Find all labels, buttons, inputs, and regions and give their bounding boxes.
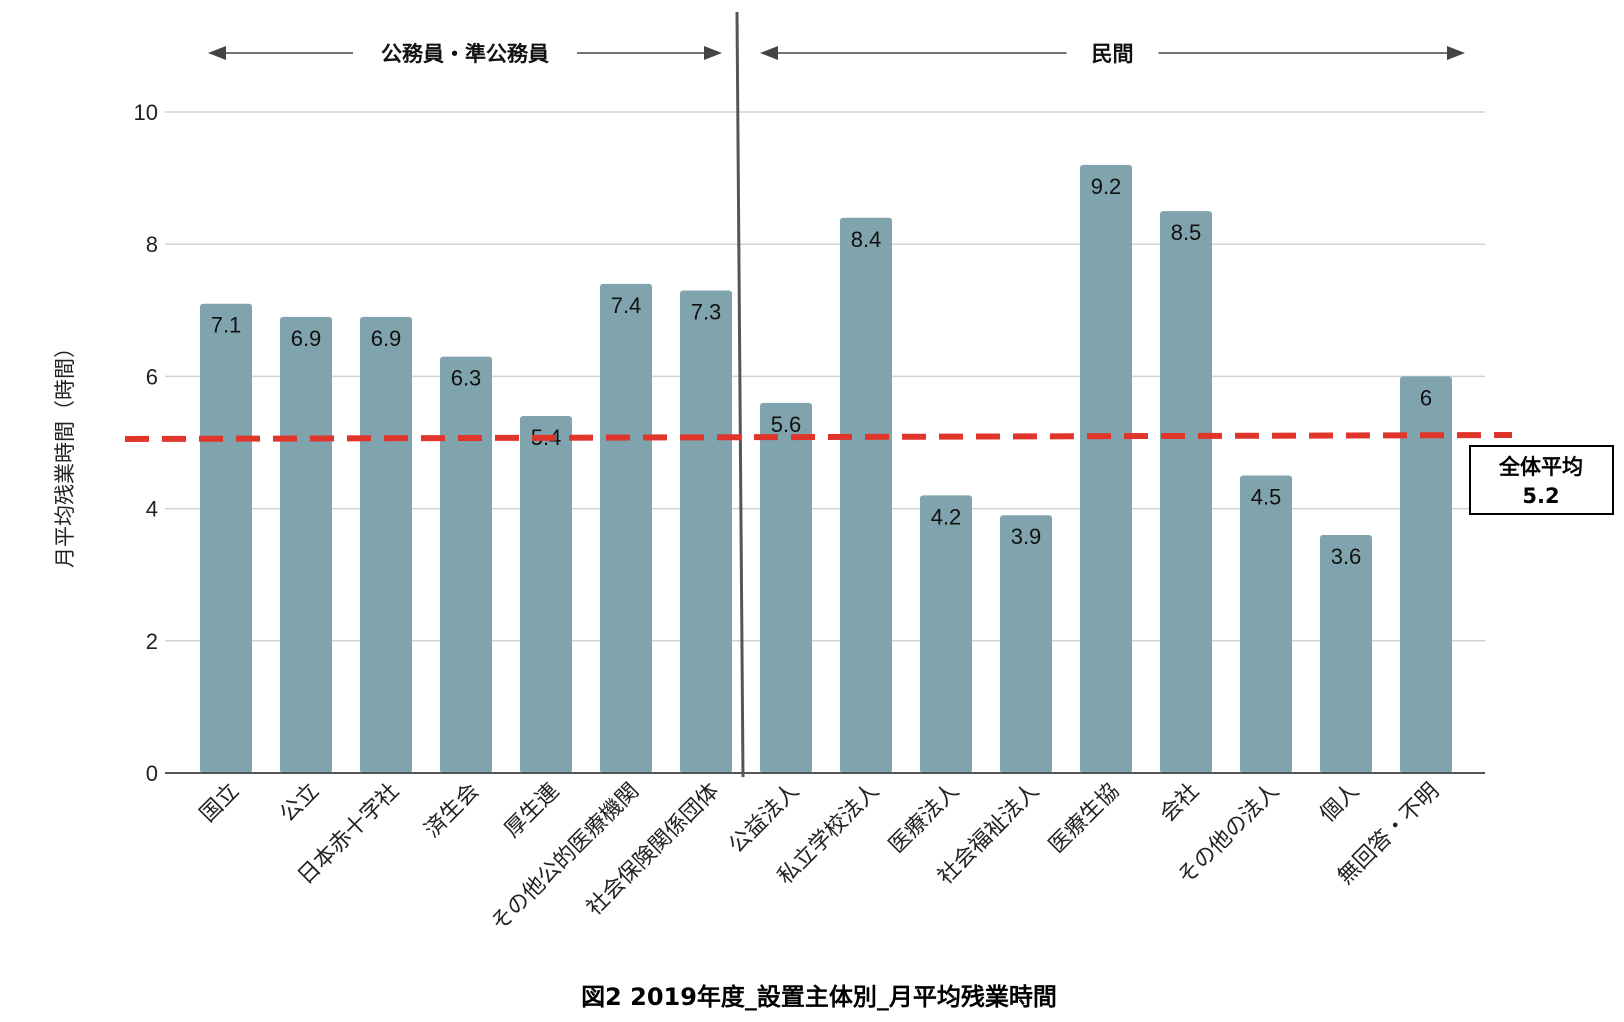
data-label: 3.9: [1011, 524, 1042, 549]
x-category-label: その他公的医療機関: [487, 779, 645, 937]
x-category-label: 会社: [1155, 779, 1204, 828]
y-tick-label: 2: [146, 629, 158, 654]
y-axis-ticks: 0 2 4 6 8 10: [134, 100, 158, 786]
bar: [1080, 164, 1132, 773]
bar: [440, 356, 492, 773]
x-category-label: 厚生連: [500, 779, 564, 843]
group-divider: [735, 11, 745, 778]
x-category-label: 医療法人: [884, 779, 964, 859]
bar: [1240, 475, 1292, 773]
y-tick-label: 0: [146, 761, 158, 786]
y-tick-label: 8: [146, 232, 158, 257]
x-category-label: 公益法人: [724, 779, 804, 859]
bar: [520, 416, 572, 773]
arrow-right-icon: [704, 46, 722, 60]
bar: [840, 217, 892, 773]
data-labels: 7.16.96.96.35.47.47.35.68.44.23.99.28.54…: [211, 174, 1432, 569]
x-category-label: 済生会: [420, 779, 484, 843]
data-label: 7.4: [611, 293, 642, 318]
data-label: 7.3: [691, 299, 722, 324]
data-label: 4.5: [1251, 485, 1282, 510]
bar: [760, 402, 812, 773]
data-label: 4.2: [931, 504, 962, 529]
bar: [200, 303, 252, 773]
chart-title: 図2 2019年度_設置主体別_月平均残業時間: [581, 983, 1057, 1011]
x-category-label: 公立: [275, 779, 324, 828]
bar: [1160, 211, 1212, 773]
data-label: 8.4: [851, 227, 882, 252]
bar: [1400, 376, 1452, 773]
data-label: 6.9: [291, 326, 322, 351]
y-tick-label: 10: [134, 100, 158, 125]
group-label: 民間: [1092, 42, 1134, 66]
data-label: 5.6: [771, 412, 802, 437]
x-category-label: 国立: [195, 779, 244, 828]
x-category-label: 社会保険関係団体: [582, 779, 724, 921]
average-box: [1469, 445, 1614, 515]
y-tick-label: 6: [146, 364, 158, 389]
group-headers: 公務員・準公務員 民間: [208, 42, 1465, 66]
average-line-group: 全体平均 5.2: [124, 432, 1614, 515]
group-label: 公務員・準公務員: [381, 42, 549, 66]
x-category-label: 医療生協: [1044, 779, 1124, 859]
arrow-left-icon: [760, 46, 778, 60]
data-label: 6: [1420, 385, 1432, 410]
data-label: 7.1: [211, 313, 242, 338]
average-title: 全体平均: [1498, 455, 1583, 479]
data-label: 8.5: [1171, 220, 1202, 245]
x-category-label: 個人: [1315, 779, 1364, 828]
y-tick-label: 4: [146, 497, 158, 522]
data-label: 9.2: [1091, 174, 1122, 199]
bar: [1000, 515, 1052, 773]
y-axis-label: 月平均残業時間（時間）: [53, 337, 77, 568]
bar: [680, 290, 732, 773]
arrow-left-icon: [208, 46, 226, 60]
bar: [1320, 535, 1372, 773]
bar: [920, 495, 972, 773]
data-label: 3.6: [1331, 544, 1362, 569]
average-line: [124, 432, 1513, 442]
average-value: 5.2: [1522, 484, 1559, 508]
bar: [360, 316, 412, 773]
data-label: 6.9: [371, 326, 402, 351]
bars: [200, 164, 1452, 773]
data-label: 6.3: [451, 366, 482, 391]
bar: [280, 316, 332, 773]
arrow-right-icon: [1447, 46, 1465, 60]
bar: [600, 283, 652, 773]
